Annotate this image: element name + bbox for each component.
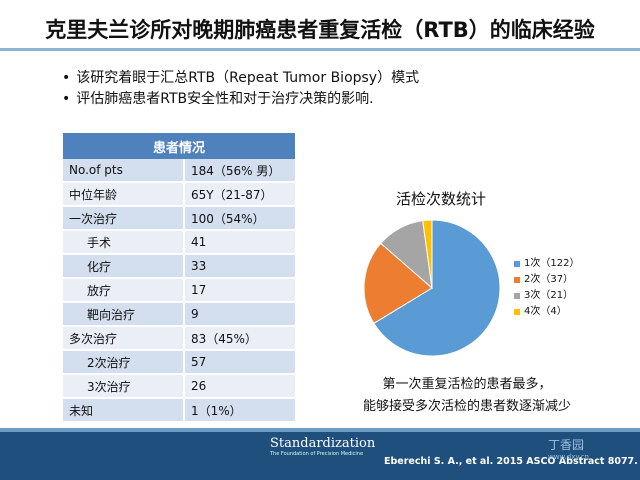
- pie-slice: [373, 219, 501, 357]
- slide-title: 克里夫兰诊所对晚期肺癌患者重复活检（RTB）的临床经验: [45, 18, 595, 42]
- row-value: 1（1%）: [183, 398, 295, 423]
- legend-item: 3次（21）: [514, 288, 579, 304]
- watermark: 丁香园 www.dxy.cn: [548, 436, 589, 461]
- table-header: 患者情况: [63, 133, 295, 159]
- table-row: 未知 1（1%）: [63, 398, 295, 423]
- row-label: 手术: [63, 230, 184, 255]
- legend-swatch: [514, 277, 520, 283]
- row-value: 41: [183, 230, 295, 255]
- table-row: No.of pts 184（56% 男）: [63, 159, 295, 183]
- row-value: 33: [183, 254, 295, 279]
- legend-label: 3次（21）: [524, 290, 574, 301]
- row-label: 靶向治疗: [63, 302, 184, 327]
- row-label: 中位年龄: [63, 182, 184, 207]
- row-value: 83（45%）: [183, 326, 295, 351]
- row-label: 2次治疗: [63, 350, 184, 375]
- legend-item: 4次（4）: [514, 304, 579, 320]
- legend-label: 1次（122）: [524, 258, 580, 269]
- legend-item: 2次（37）: [514, 272, 579, 288]
- chart-legend: 1次（122） 2次（37） 3次（21） 4次（4）: [514, 256, 579, 320]
- table-row: 多次治疗 83（45%）: [63, 326, 295, 351]
- pie-slice: [422, 219, 433, 289]
- table-row: 2次治疗 57: [63, 350, 295, 375]
- title-divider: [0, 48, 640, 51]
- citation: Eberechi S. A., et al. 2015 ASCO Abstrac…: [384, 456, 638, 467]
- row-label: No.of pts: [63, 159, 184, 183]
- chart-note: 第一次重复活检的患者最多， 能够接受多次活检的患者数逐渐减少: [322, 374, 612, 418]
- table-row: 一次治疗 100（54%）: [63, 206, 295, 231]
- bullet-item: • 评估肺癌患者RTB安全性和对于治疗决策的影响.: [62, 91, 374, 107]
- watermark-text: 丁香园: [548, 438, 585, 452]
- legend-label: 4次（4）: [524, 306, 567, 317]
- legend-swatch: [514, 309, 520, 315]
- row-value: 17: [183, 278, 295, 303]
- table-row: 中位年龄 65Y（21-87）: [63, 182, 295, 207]
- bullet-list: • 该研究着眼于汇总RTB（Repeat Tumor Biopsy）模式 • 评估肺…: [62, 68, 419, 110]
- chart-title: 活检次数统计: [396, 190, 487, 208]
- legend-swatch: [514, 261, 520, 267]
- row-value: 184（56% 男）: [183, 159, 295, 183]
- bullet-text: 评估肺癌患者RTB安全性和对于治疗决策的影响.: [76, 91, 374, 107]
- standardization-logo: Standardization The Foundation of Precis…: [270, 436, 380, 476]
- footer-strip: [0, 428, 640, 432]
- row-label: 3次治疗: [63, 374, 184, 399]
- row-label: 多次治疗: [63, 326, 184, 351]
- table-row: 放疗 17: [63, 278, 295, 303]
- row-label: 未知: [63, 398, 184, 423]
- row-value: 9: [183, 302, 295, 327]
- row-value: 100（54%）: [183, 206, 295, 231]
- note-line: 能够接受多次活检的患者数逐渐减少: [362, 399, 571, 414]
- logo-subtext: The Foundation of Precision Medicine: [270, 451, 364, 457]
- table-row: 化疗 33: [63, 254, 295, 279]
- bullet-item: • 该研究着眼于汇总RTB（Repeat Tumor Biopsy）模式: [62, 70, 420, 86]
- footer-bar: [0, 428, 640, 480]
- row-label: 一次治疗: [63, 206, 184, 231]
- legend-item: 1次（122）: [514, 256, 579, 272]
- row-value: 26: [183, 374, 295, 399]
- table-row: 靶向治疗 9: [63, 302, 295, 327]
- logo-text: Standardization: [270, 436, 376, 451]
- table-row: 3次治疗 26: [63, 374, 295, 399]
- note-line: 第一次重复活检的患者最多，: [382, 377, 552, 392]
- row-label: 放疗: [63, 278, 184, 303]
- watermark-url: www.dxy.cn: [548, 453, 589, 461]
- patient-table: 患者情况 No.of pts 184（56% 男） 中位年龄 65Y（21-87） 一次…: [63, 133, 295, 423]
- pie-chart: [363, 219, 501, 357]
- legend-label: 2次（37）: [524, 274, 574, 285]
- row-label: 化疗: [63, 254, 184, 279]
- row-value: 65Y（21-87）: [183, 182, 295, 207]
- table-row: 手术 41: [63, 230, 295, 255]
- legend-swatch: [514, 293, 520, 299]
- bullet-text: 该研究着眼于汇总RTB（Repeat Tumor Biopsy）模式: [76, 70, 420, 86]
- row-value: 57: [183, 350, 295, 375]
- pie-slice: [363, 242, 433, 325]
